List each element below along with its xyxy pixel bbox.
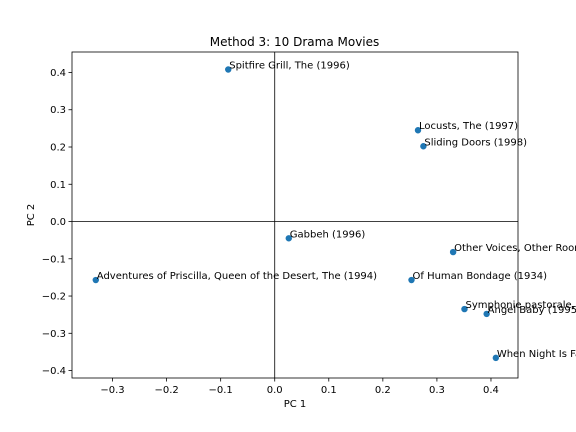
data-point-label: Other Voices, Other Rooms bbox=[454, 243, 576, 254]
y-tick-label: −0.1 bbox=[42, 254, 66, 265]
x-tick-label: 0.4 bbox=[483, 385, 499, 396]
x-tick-label: 0.1 bbox=[321, 385, 337, 396]
chart-title: Method 3: 10 Drama Movies bbox=[210, 35, 380, 49]
data-point-label: Locusts, The (1997) bbox=[419, 121, 518, 132]
data-point-label: Angel Baby (1995 bbox=[488, 305, 576, 316]
plot-frame bbox=[72, 52, 518, 378]
data-point-label: Gabbeh (1996) bbox=[290, 229, 366, 240]
x-tick-label: 0.0 bbox=[267, 385, 283, 396]
data-point-label: Of Human Bondage (1934) bbox=[413, 271, 548, 282]
x-tick-label: 0.2 bbox=[375, 385, 391, 396]
x-tick-label: −0.3 bbox=[100, 385, 124, 396]
y-tick-label: −0.4 bbox=[42, 366, 66, 377]
data-point-label: When Night Is Fa bbox=[497, 349, 576, 360]
y-tick-label: 0.4 bbox=[50, 68, 66, 79]
data-point-label: Adventures of Priscilla, Queen of the De… bbox=[97, 271, 377, 282]
x-tick-label: −0.1 bbox=[209, 385, 233, 396]
y-tick-label: −0.2 bbox=[42, 292, 66, 303]
y-tick-label: 0.0 bbox=[50, 217, 66, 228]
x-tick-label: 0.3 bbox=[429, 385, 445, 396]
x-axis-label: PC 1 bbox=[284, 399, 307, 410]
data-point-label: Spitfire Grill, The (1996) bbox=[229, 61, 350, 72]
y-tick-label: 0.3 bbox=[50, 105, 66, 116]
y-axis-label: PC 2 bbox=[26, 204, 37, 227]
y-tick-label: 0.2 bbox=[50, 143, 66, 154]
y-tick-label: 0.1 bbox=[50, 180, 66, 191]
x-tick-label: −0.2 bbox=[154, 385, 178, 396]
data-point-label: Sliding Doors (1998) bbox=[424, 137, 527, 148]
y-tick-label: −0.3 bbox=[42, 329, 66, 340]
